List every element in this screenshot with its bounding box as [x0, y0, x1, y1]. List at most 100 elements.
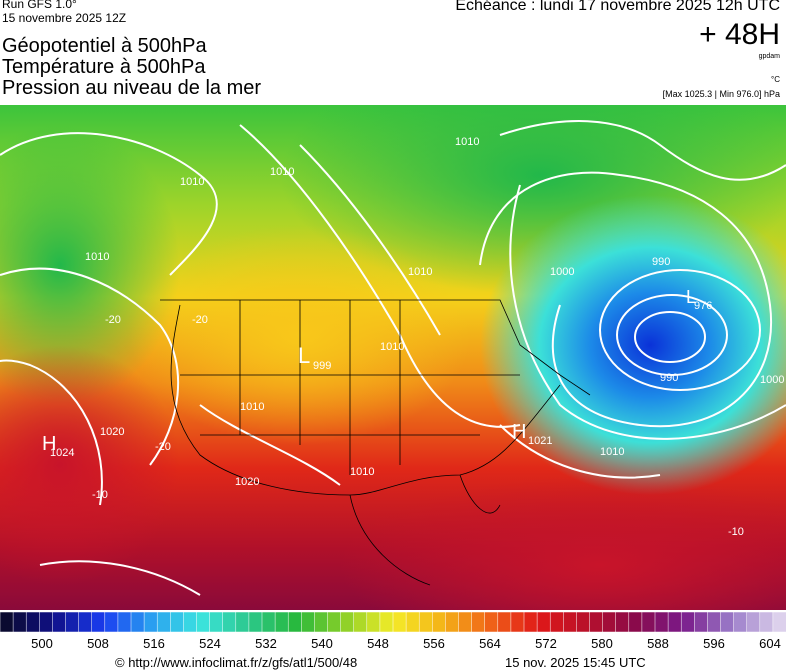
map-label: 1010 — [600, 446, 624, 458]
unit-celsius: °C — [771, 75, 780, 84]
scale-label: 524 — [199, 636, 221, 650]
title: Géopotentiel à 500hPa — [2, 35, 207, 57]
timestamp: 15 nov. 2025 15:45 UTC — [505, 655, 646, 670]
map-label: 1010 — [270, 166, 294, 178]
color-swatch — [523, 611, 538, 633]
map-label: -10 — [728, 526, 744, 538]
color-swatch — [432, 611, 447, 633]
color-swatch — [405, 611, 420, 633]
unit-gpdam: gpdam — [758, 53, 780, 60]
map-label: 976 — [694, 300, 712, 312]
color-swatch — [130, 611, 145, 633]
scale-label: 556 — [423, 636, 445, 650]
color-swatch — [39, 611, 54, 633]
isobars — [0, 120, 786, 596]
color-swatch — [536, 611, 551, 633]
color-swatch — [471, 611, 486, 633]
color-swatch — [549, 611, 565, 633]
color-swatch — [143, 611, 158, 633]
color-swatch — [418, 611, 434, 633]
scale-label: 540 — [311, 636, 333, 650]
color-swatch — [25, 611, 41, 633]
color-swatch — [694, 611, 709, 633]
map-label: 1020 — [235, 476, 259, 488]
forecast: Echéance : lundi 17 novembre 2025 12h UT… — [455, 0, 780, 14]
color-swatch — [209, 611, 224, 633]
scale-label: 508 — [87, 636, 109, 650]
map-label: H — [512, 421, 526, 443]
scale-label: 500 — [31, 636, 53, 650]
color-swatch — [707, 611, 722, 633]
map-label: 990 — [652, 256, 670, 268]
lead-time: + 48H — [699, 18, 780, 51]
color-swatch — [12, 611, 27, 633]
color-swatch — [274, 611, 289, 633]
scale-label: 564 — [479, 636, 501, 650]
color-swatch — [156, 611, 172, 633]
map-label: 1021 — [528, 435, 552, 447]
color-swatch — [117, 611, 132, 633]
map-label: 999 — [313, 360, 331, 372]
map-label: 1010 — [240, 401, 264, 413]
scale-label: 572 — [535, 636, 557, 650]
scale-label: 580 — [591, 636, 613, 650]
color-swatch — [261, 611, 276, 633]
borders — [160, 299, 591, 586]
scale-label: 516 — [143, 636, 165, 650]
color-swatch — [576, 611, 591, 633]
color-swatch — [654, 611, 669, 633]
color-swatch — [235, 611, 250, 633]
color-swatch — [497, 611, 512, 633]
scale-label: 548 — [367, 636, 389, 650]
map-label: 1010 — [408, 266, 432, 278]
color-swatch — [720, 611, 735, 633]
color-swatch — [641, 611, 656, 633]
color-swatch — [510, 611, 525, 633]
color-swatch — [222, 611, 237, 633]
run-time: 15 novembre 2025 12Z — [2, 11, 127, 25]
color-swatch — [379, 611, 394, 633]
color-swatch — [589, 611, 604, 633]
map-label: 1010 — [85, 251, 109, 263]
map-label: -10 — [92, 489, 108, 501]
map-label: 1010 — [455, 136, 479, 148]
scale-label: 588 — [647, 636, 669, 650]
color-swatch — [772, 611, 786, 633]
run: Run GFS 1.0° — [2, 0, 77, 11]
pressure-range: [Max 1025.3 | Min 976.0] hPa — [662, 89, 780, 99]
color-swatch — [183, 611, 198, 633]
map-label: -20 — [155, 441, 171, 453]
color-swatch — [445, 611, 460, 633]
color-swatch — [484, 611, 499, 633]
map: 1010 1010 1010 1010 1010 1010 1010 1010 1020 1020… — [0, 105, 786, 610]
color-swatch — [287, 611, 303, 633]
title: Température à 500hPa — [2, 56, 206, 78]
color-swatch — [301, 611, 316, 633]
color-swatch — [78, 611, 93, 633]
title: Pression au niveau de la mer — [2, 77, 262, 99]
color-swatch — [667, 611, 682, 633]
map-label: -20 — [192, 314, 208, 326]
map-label: 1000 — [550, 266, 574, 278]
color-swatch — [327, 611, 342, 633]
color-swatch — [392, 611, 407, 633]
color-scale: 500 508 516 524 532 540 548 556 564 572 580 588 596 6… — [0, 611, 786, 650]
color-swatch — [340, 611, 355, 633]
map-label: H — [42, 433, 56, 455]
color-swatch — [366, 611, 381, 633]
map-label: 990 — [660, 372, 678, 384]
titles: Géopotentiel à 500hPa Température à 500h… — [2, 36, 261, 99]
map-label: 1000 — [760, 374, 784, 386]
color-swatch — [680, 611, 696, 633]
color-swatch — [628, 611, 643, 633]
map-label: 1024 — [50, 447, 74, 459]
field — [340, 475, 786, 610]
color-swatch — [0, 611, 14, 633]
map-label: -20 — [105, 314, 121, 326]
low-field — [480, 195, 786, 495]
map-label: 1010 — [350, 466, 374, 478]
map-label: L — [298, 343, 310, 368]
color-swatch — [314, 611, 329, 633]
color-swatch — [458, 611, 473, 633]
